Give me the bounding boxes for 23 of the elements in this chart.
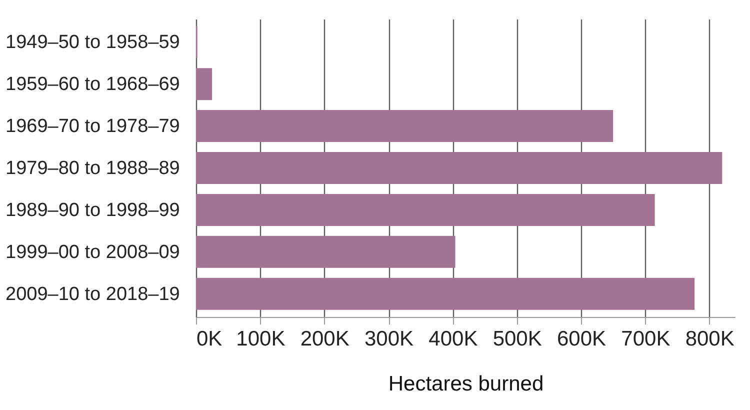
- y-tick-label: 1969–70 to 1978–79: [6, 116, 180, 138]
- x-tick-label: 400K: [428, 328, 478, 350]
- y-tick-label: 1999–00 to 2008–09: [6, 242, 180, 263]
- x-tick-label: 500K: [492, 328, 542, 350]
- bar: [196, 68, 212, 100]
- x-tick-label: 200K: [300, 328, 350, 350]
- bar: [196, 236, 456, 268]
- x-tick-label: 0K: [196, 328, 222, 350]
- y-tick-label: 2009–10 to 2018–19: [6, 284, 180, 305]
- y-tick-label: 1959–60 to 1968–69: [6, 74, 180, 96]
- x-tick-label: 100K: [236, 328, 286, 350]
- y-tick-label: 1989–90 to 1998–99: [6, 200, 180, 221]
- x-axis-title: Hectares burned: [388, 372, 544, 396]
- y-tick-label: 1979–80 to 1988–89: [6, 158, 180, 179]
- x-tick-label: 700K: [621, 328, 670, 350]
- x-tick-label: 800K: [685, 328, 734, 350]
- bar: [196, 152, 722, 184]
- x-tick-label: 300K: [364, 328, 414, 350]
- bar: [196, 278, 695, 310]
- bar: [196, 194, 655, 226]
- x-tick-label: 600K: [556, 328, 606, 350]
- y-tick-label: 1949–50 to 1958–59: [6, 32, 180, 54]
- bar: [196, 110, 614, 142]
